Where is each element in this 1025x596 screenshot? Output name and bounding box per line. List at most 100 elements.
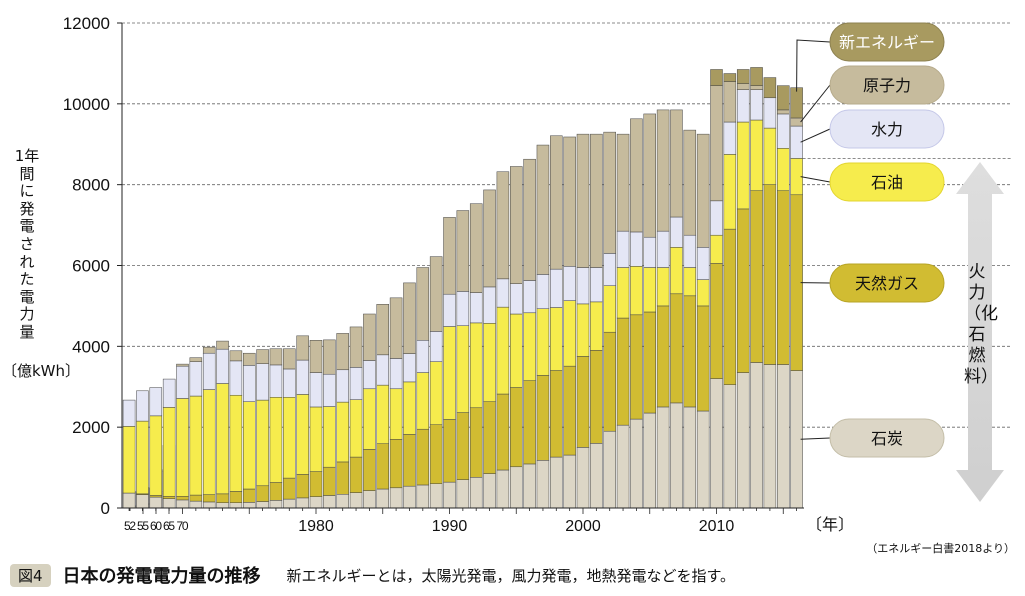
bar-segment (349, 492, 363, 509)
bar-segment (296, 497, 309, 509)
bar-segment (643, 113, 656, 238)
bar-stack (202, 346, 216, 509)
bar-segment (603, 131, 616, 254)
bar-segment (670, 247, 683, 295)
bar-segment (376, 488, 389, 509)
bar-segment (336, 494, 349, 509)
bar-segment (683, 295, 697, 408)
bar-stack (122, 399, 136, 509)
bar-segment (416, 340, 430, 373)
bar-segment (550, 307, 563, 371)
bar-segment (176, 499, 189, 509)
bar-segment (469, 407, 483, 478)
bar-segment (616, 230, 630, 268)
bar-segment (550, 456, 563, 509)
bar-segment (710, 200, 723, 236)
bar-segment (763, 364, 777, 509)
bar-stack (763, 77, 777, 509)
bar-segment (603, 285, 616, 333)
bar-stack (523, 158, 536, 509)
bar-segment (683, 406, 697, 509)
legend-swatch (829, 162, 945, 202)
bar-segment (363, 490, 376, 509)
bar-segment (269, 482, 283, 501)
bar-stack (550, 135, 563, 509)
bar-stack (696, 133, 710, 509)
bar-segment (523, 463, 536, 509)
bar-segment (363, 313, 376, 361)
bar-segment (656, 406, 670, 509)
bar-segment (710, 234, 723, 264)
bar-segment (723, 121, 737, 155)
bar-segment (736, 89, 750, 123)
bar-segment (269, 348, 283, 366)
bar-segment (416, 267, 430, 341)
bar-segment (162, 496, 176, 499)
bar-segment (443, 217, 456, 295)
bar-stack (683, 129, 697, 509)
legend-swatch (829, 418, 945, 458)
bar-segment (403, 485, 416, 509)
bar-segment (269, 397, 283, 483)
y-tick-label: 4000 (72, 337, 110, 356)
bar-segment (456, 412, 470, 480)
bar-segment (616, 317, 630, 426)
bar-segment (323, 495, 336, 509)
bar-segment (563, 136, 576, 267)
y-tick-label: 10000 (63, 95, 110, 114)
bar-segment (630, 266, 643, 316)
bar-stack (256, 349, 269, 509)
bar-segment (523, 280, 536, 314)
bar-segment (603, 253, 616, 286)
bar-stack (630, 118, 643, 509)
bar-segment (336, 401, 349, 463)
bar-segment (149, 387, 163, 417)
bar-segment (403, 353, 416, 383)
bar-segment (403, 282, 416, 354)
bar-segment (777, 109, 790, 115)
bar-stack (336, 333, 349, 509)
fire-power-range-arrow (956, 162, 1004, 502)
bar-segment (283, 368, 296, 398)
bar-segment (590, 350, 603, 444)
bar-segment (283, 348, 296, 370)
bar-stack (496, 171, 510, 509)
bar-segment (683, 129, 697, 236)
bar-segment (256, 501, 269, 509)
bar-segment (736, 69, 750, 84)
bar-segment (696, 279, 710, 307)
legend-leader-line (800, 176, 831, 183)
bar-segment (670, 293, 683, 404)
bar-stack (750, 67, 763, 509)
bar-segment (536, 308, 550, 376)
bar-segment (416, 484, 430, 509)
bar-segment (576, 303, 590, 357)
bar-segment (243, 365, 256, 402)
bar-segment (189, 494, 203, 502)
bar-segment (723, 81, 737, 123)
bar-segment (630, 418, 643, 509)
bar-stack (376, 304, 389, 509)
bar-segment (656, 267, 670, 307)
bar-segment (536, 375, 550, 461)
x-tick-label: 52 (124, 519, 136, 533)
x-tick-label: 1980 (298, 518, 334, 535)
bar-segment (122, 399, 136, 427)
bar-stack (309, 340, 323, 509)
bar-stack (536, 144, 550, 509)
y-tick-label: 0 (101, 499, 110, 518)
bar-segment (723, 228, 737, 385)
bar-segment (283, 397, 296, 479)
legend-swatch (829, 109, 945, 149)
legend-item: 水力 (800, 109, 945, 149)
legend-item: 原子力 (800, 65, 945, 123)
bar-segment (630, 314, 643, 420)
bar-stack (790, 87, 803, 509)
legend-item: 石油 (800, 162, 945, 202)
bar-segment (456, 325, 470, 413)
figure-note: 新エネルギーとは，太陽光発電，風力発電，地熱発電などを指す。 (286, 566, 736, 585)
bar-segment (456, 479, 470, 509)
bar-segment (523, 158, 536, 281)
legend-label: 石炭 (871, 429, 903, 448)
legend-label: 水力 (871, 120, 903, 139)
